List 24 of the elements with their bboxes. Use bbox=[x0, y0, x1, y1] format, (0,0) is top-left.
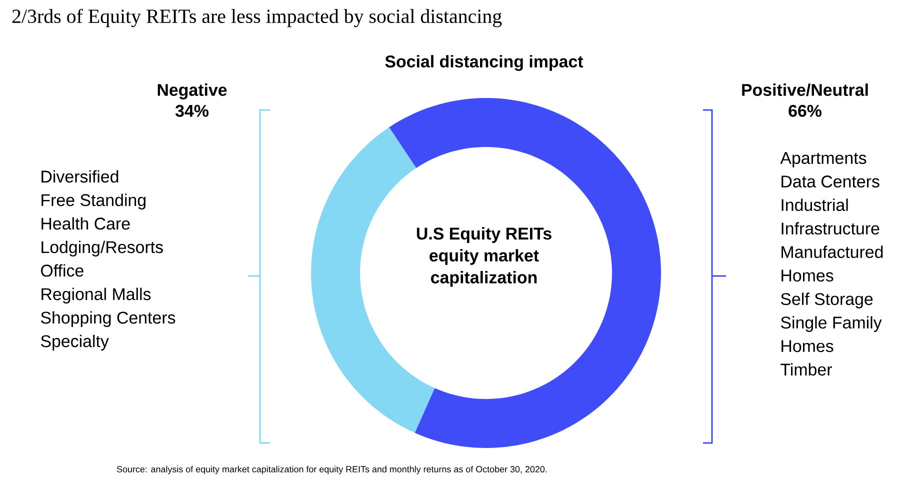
chart-subtitle: Social distancing impact bbox=[385, 55, 584, 71]
slice-label: Positive/Neutral bbox=[742, 84, 868, 96]
text: Timber bbox=[780, 363, 832, 376]
text: Specialty bbox=[40, 334, 109, 351]
text: Shopping Centers bbox=[40, 311, 176, 328]
text: Self Storage bbox=[780, 292, 873, 308]
text: U.S Equity REITs equity market capitalization bbox=[416, 227, 552, 287]
source-note: Source: analysis of equity market capitalization for equity REITs and monthly returns as of October 30, 2020. bbox=[116, 466, 547, 474]
text: Lodging/Resorts bbox=[42, 240, 163, 257]
text: Manufactured Homes bbox=[782, 246, 883, 282]
data-label: 34% bbox=[175, 104, 208, 117]
text: Single Family Homes bbox=[780, 316, 882, 352]
text: Free Standing bbox=[42, 194, 146, 210]
text: Regional Malls bbox=[42, 288, 151, 304]
text: Office bbox=[41, 264, 84, 277]
chart-title: 2/3rds of Equity REITs are less impacted by social distancing bbox=[12, 8, 502, 28]
slice-label: Negative bbox=[158, 84, 227, 100]
text: Health Care bbox=[42, 217, 130, 230]
text: Diversified bbox=[42, 170, 118, 183]
text: Industrial bbox=[782, 198, 848, 212]
text: Infrastructure bbox=[782, 222, 880, 235]
data-label: 66% bbox=[788, 104, 822, 117]
text: Apartments bbox=[780, 152, 866, 168]
text: Data Centers bbox=[782, 176, 880, 188]
